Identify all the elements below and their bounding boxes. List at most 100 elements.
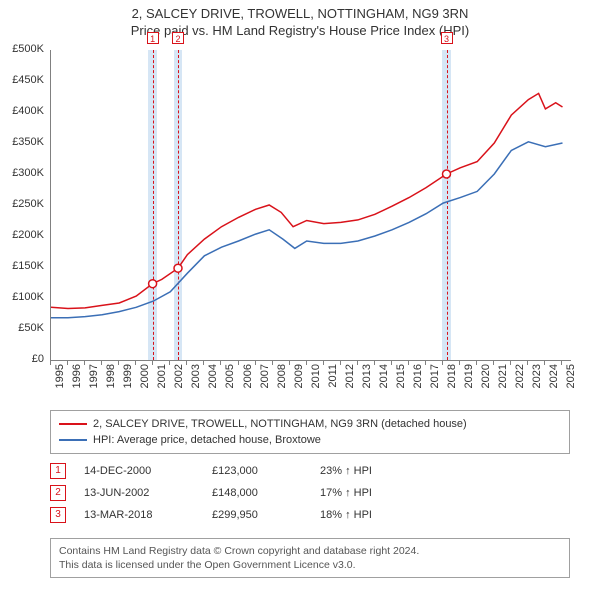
event-marker: 2 [50, 485, 66, 501]
legend-label-hpi: HPI: Average price, detached house, Brox… [93, 434, 321, 446]
event-price: £299,950 [212, 509, 302, 521]
x-tick-mark [272, 360, 273, 365]
sale-marker-box: 1 [147, 32, 159, 44]
x-tick-mark [442, 360, 443, 365]
x-tick-mark [186, 360, 187, 365]
y-tick-label: £200K [0, 229, 44, 241]
x-tick-label: 2017 [429, 364, 441, 388]
y-tick-label: £400K [0, 105, 44, 117]
events-block: 1 14-DEC-2000 £123,000 23% ↑ HPI 213-JUN-200… [50, 460, 570, 526]
y-tick-label: £350K [0, 136, 44, 148]
x-tick-mark [289, 360, 290, 365]
x-tick-label: 2023 [531, 364, 543, 388]
x-tick-label: 2022 [514, 364, 526, 388]
x-tick-label: 2024 [548, 364, 560, 388]
x-tick-mark [493, 360, 494, 365]
plot-svg [51, 50, 571, 360]
x-tick-mark [561, 360, 562, 365]
x-tick-mark [203, 360, 204, 365]
legend-box: 2, SALCEY DRIVE, TROWELL, NOTTINGHAM, NG… [50, 410, 570, 454]
x-tick-mark [169, 360, 170, 365]
x-tick-mark [510, 360, 511, 365]
x-tick-mark [527, 360, 528, 365]
event-row: 213-JUN-2002£148,00017% ↑ HPI [50, 482, 570, 504]
y-tick-label: £50K [0, 322, 44, 334]
x-tick-label: 2009 [293, 364, 305, 388]
y-tick-label: £0 [0, 353, 44, 365]
x-tick-label: 1996 [71, 364, 83, 388]
x-tick-label: 2007 [259, 364, 271, 388]
x-tick-mark [50, 360, 51, 365]
x-tick-label: 1995 [54, 364, 66, 388]
x-tick-mark [220, 360, 221, 365]
sale-point-dot [443, 170, 451, 178]
event-date: 14-DEC-2000 [84, 465, 194, 477]
event-row: 1 14-DEC-2000 £123,000 23% ↑ HPI [50, 460, 570, 482]
legend-row: 2, SALCEY DRIVE, TROWELL, NOTTINGHAM, NG… [59, 416, 561, 432]
x-tick-mark [340, 360, 341, 365]
footer-box: Contains HM Land Registry data © Crown c… [50, 538, 570, 578]
title-line-2: Price paid vs. HM Land Registry's House … [0, 23, 600, 38]
x-tick-mark [84, 360, 85, 365]
footer-line-1: Contains HM Land Registry data © Crown c… [59, 544, 561, 558]
sale-marker-box: 3 [441, 32, 453, 44]
x-tick-label: 2004 [207, 364, 219, 388]
event-date: 13-MAR-2018 [84, 509, 194, 521]
x-tick-label: 2003 [190, 364, 202, 388]
y-tick-label: £450K [0, 74, 44, 86]
x-tick-label: 2000 [139, 364, 151, 388]
y-tick-label: £100K [0, 291, 44, 303]
x-tick-mark [357, 360, 358, 365]
x-tick-label: 2001 [156, 364, 168, 388]
sale-point-dot [174, 264, 182, 272]
x-tick-mark [425, 360, 426, 365]
x-tick-mark [408, 360, 409, 365]
chart-container: 2, SALCEY DRIVE, TROWELL, NOTTINGHAM, NG… [0, 0, 600, 590]
x-tick-label: 2006 [242, 364, 254, 388]
y-tick-label: £500K [0, 43, 44, 55]
title-block: 2, SALCEY DRIVE, TROWELL, NOTTINGHAM, NG… [0, 0, 600, 38]
x-tick-label: 2014 [378, 364, 390, 388]
x-tick-label: 1999 [122, 364, 134, 388]
event-diff: 17% ↑ HPI [320, 487, 410, 499]
x-tick-mark [306, 360, 307, 365]
legend-swatch-property [59, 423, 87, 425]
x-tick-mark [476, 360, 477, 365]
plot-wrap: 123 £0£50K£100K£150K£200K£250K£300K£350K… [50, 50, 570, 360]
plot-area: 123 [50, 50, 571, 361]
event-row: 313-MAR-2018£299,95018% ↑ HPI [50, 504, 570, 526]
event-diff: 18% ↑ HPI [320, 509, 410, 521]
y-tick-label: £150K [0, 260, 44, 272]
title-line-1: 2, SALCEY DRIVE, TROWELL, NOTTINGHAM, NG… [0, 6, 600, 21]
x-tick-mark [67, 360, 68, 365]
sale-marker-box: 2 [172, 32, 184, 44]
event-diff: 23% ↑ HPI [320, 465, 410, 477]
y-tick-label: £300K [0, 167, 44, 179]
series-hpi [51, 142, 563, 318]
series-property [51, 93, 563, 308]
x-tick-mark [101, 360, 102, 365]
legend-row: HPI: Average price, detached house, Brox… [59, 432, 561, 448]
x-tick-label: 2019 [463, 364, 475, 388]
x-tick-mark [374, 360, 375, 365]
x-tick-mark [238, 360, 239, 365]
x-tick-label: 2015 [395, 364, 407, 388]
event-marker: 1 [50, 463, 66, 479]
x-tick-mark [459, 360, 460, 365]
x-tick-label: 2010 [310, 364, 322, 388]
x-tick-mark [544, 360, 545, 365]
x-tick-label: 2008 [276, 364, 288, 388]
event-price: £123,000 [212, 465, 302, 477]
x-tick-label: 2025 [565, 364, 577, 388]
x-tick-label: 1998 [105, 364, 117, 388]
x-tick-label: 2021 [497, 364, 509, 388]
x-tick-label: 2012 [344, 364, 356, 388]
x-tick-mark [255, 360, 256, 365]
sale-point-dot [149, 280, 157, 288]
x-tick-mark [135, 360, 136, 365]
x-tick-mark [323, 360, 324, 365]
x-tick-label: 2016 [412, 364, 424, 388]
footer-line-2: This data is licensed under the Open Gov… [59, 558, 561, 572]
x-tick-label: 2005 [224, 364, 236, 388]
x-tick-mark [391, 360, 392, 365]
